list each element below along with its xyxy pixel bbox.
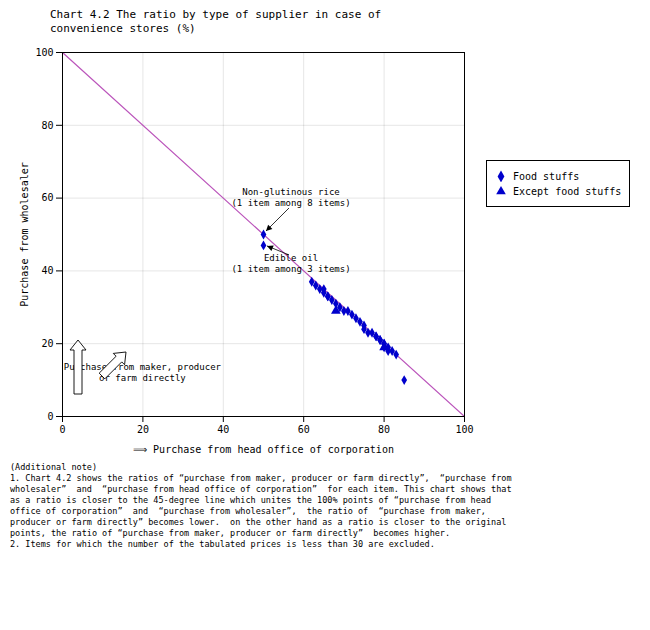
html-text:1. Chart 4.2 shows the ratios: 1. Chart 4.2 shows the ratios of “purcha…	[10, 473, 512, 483]
html-text:2. Items for which the number: 2. Items for which the number of the tab…	[10, 539, 435, 549]
svg-text:0: 0	[47, 411, 53, 422]
html-text:office of corporation” and “pu: office of corporation” and “purchase fro…	[10, 506, 486, 516]
svg-text:20: 20	[41, 338, 53, 349]
html-text:points, the ratio of “purchase: points, the ratio of “purchase from make…	[10, 528, 451, 538]
svg-text:0: 0	[59, 424, 65, 435]
html-text:producer or farm directly” bec: producer or farm directly” becomes lower…	[10, 517, 507, 527]
svg-text:40: 40	[41, 265, 53, 276]
svg-text:Edible oil(1 item among 3 item: Edible oil(1 item among 3 items)	[231, 253, 350, 274]
svg-text:Purchase from wholesaler: Purchase from wholesaler	[19, 162, 30, 307]
svg-text:⟹ Purchase from head office of: ⟹ Purchase from head office of corporati…	[133, 444, 394, 455]
svg-text:60: 60	[298, 424, 310, 435]
svg-text:60: 60	[41, 192, 53, 203]
svg-text:20: 20	[137, 424, 149, 435]
svg-text:Non-glutinous rice(1 item amon: Non-glutinous rice(1 item among 8 items)	[231, 187, 350, 208]
svg-text:Purchase from maker, producero: Purchase from maker, produceror farm dir…	[64, 362, 222, 383]
html-text:(Additional note): (Additional note)	[10, 462, 97, 472]
svg-text:80: 80	[41, 120, 53, 131]
html-text:Chart 4.2 The ratio by type of: Chart 4.2 The ratio by type of supplier …	[50, 8, 382, 35]
svg-text:100: 100	[455, 424, 473, 435]
svg-text:100: 100	[35, 47, 53, 58]
svg-text:40: 40	[217, 424, 229, 435]
svg-text:80: 80	[378, 424, 390, 435]
html-text:Food stuffs: Food stuffs	[513, 170, 580, 182]
html-text:Except food stuffs: Except food stuffs	[513, 185, 622, 197]
html-text:as a ratio is closer to the 45: as a ratio is closer to the 45-degree li…	[10, 495, 491, 505]
html-text:wholesaler” and “purchase from: wholesaler” and “purchase from head offi…	[10, 484, 512, 494]
